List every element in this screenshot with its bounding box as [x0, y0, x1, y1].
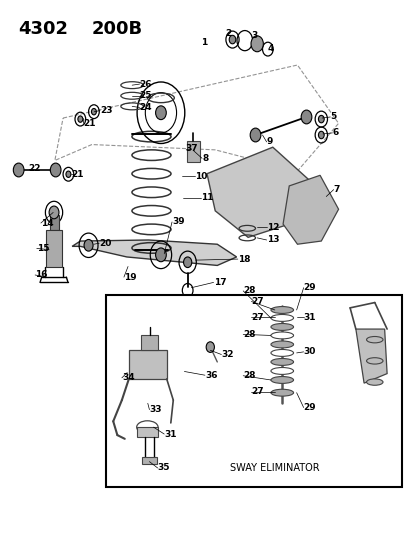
Text: 12: 12 [266, 223, 278, 232]
Text: 28: 28 [242, 286, 255, 295]
Text: 3: 3 [251, 31, 257, 41]
Circle shape [78, 116, 83, 122]
Circle shape [206, 342, 214, 352]
Circle shape [155, 248, 166, 262]
Text: 30: 30 [303, 348, 315, 357]
Text: 7: 7 [333, 185, 339, 194]
Text: 15: 15 [37, 244, 49, 253]
Ellipse shape [270, 350, 293, 357]
Bar [50, 215, 58, 230]
Text: 21: 21 [71, 169, 83, 179]
Text: 18: 18 [237, 255, 250, 264]
Text: 22: 22 [28, 165, 41, 173]
Text: 29: 29 [303, 403, 316, 412]
Polygon shape [206, 147, 313, 237]
Text: 33: 33 [149, 405, 161, 414]
Text: 4302: 4302 [18, 20, 68, 38]
Text: 21: 21 [83, 119, 95, 128]
Text: 27: 27 [251, 297, 263, 306]
Circle shape [318, 115, 323, 123]
Text: 26: 26 [139, 79, 152, 88]
Text: 39: 39 [172, 217, 184, 227]
Polygon shape [72, 240, 236, 265]
Text: 28: 28 [242, 371, 255, 380]
Circle shape [183, 257, 191, 268]
Bar [141, 335, 158, 350]
Text: 4: 4 [267, 44, 273, 53]
Bar [106, 295, 401, 487]
Bar [142, 457, 157, 464]
Circle shape [91, 109, 96, 115]
Text: 17: 17 [213, 278, 225, 287]
Circle shape [50, 163, 61, 177]
Circle shape [155, 106, 166, 119]
Text: 27: 27 [251, 313, 263, 322]
Text: 35: 35 [157, 464, 170, 472]
Ellipse shape [270, 359, 293, 366]
Circle shape [66, 171, 71, 177]
Text: 5: 5 [330, 112, 336, 122]
Text: 34: 34 [121, 373, 134, 382]
Circle shape [84, 239, 93, 251]
Bar [137, 427, 157, 437]
Text: 14: 14 [41, 219, 53, 228]
Ellipse shape [270, 332, 293, 339]
Circle shape [318, 131, 323, 139]
Circle shape [249, 128, 260, 142]
Text: 29: 29 [303, 283, 316, 292]
Text: 32: 32 [221, 350, 233, 359]
Text: 2: 2 [225, 29, 231, 38]
Ellipse shape [270, 314, 293, 321]
Ellipse shape [366, 379, 382, 385]
Text: 27: 27 [251, 387, 263, 396]
Ellipse shape [366, 358, 382, 364]
Ellipse shape [270, 376, 293, 383]
Ellipse shape [270, 324, 293, 330]
Ellipse shape [270, 389, 293, 396]
Text: 36: 36 [204, 370, 217, 379]
Ellipse shape [270, 306, 293, 313]
Text: 9: 9 [266, 138, 272, 147]
Polygon shape [355, 329, 386, 383]
Ellipse shape [270, 368, 293, 374]
Text: 19: 19 [123, 272, 136, 281]
Bar [187, 141, 199, 161]
Text: 10: 10 [194, 172, 206, 181]
Circle shape [250, 36, 263, 52]
Text: 11: 11 [200, 193, 213, 202]
Text: 28: 28 [242, 330, 255, 339]
Bar [46, 230, 62, 266]
Text: 24: 24 [139, 103, 152, 112]
Text: 23: 23 [100, 106, 112, 115]
Text: 31: 31 [303, 313, 316, 322]
Text: SWAY ELIMINATOR: SWAY ELIMINATOR [230, 463, 319, 473]
Text: 37: 37 [185, 144, 198, 154]
Text: 25: 25 [139, 91, 152, 100]
Text: 16: 16 [35, 270, 47, 279]
Text: 8: 8 [202, 154, 208, 163]
Text: 20: 20 [99, 239, 112, 248]
Ellipse shape [270, 341, 293, 348]
Polygon shape [282, 175, 338, 244]
Text: 200B: 200B [92, 20, 142, 38]
Text: 31: 31 [164, 430, 176, 439]
Circle shape [13, 163, 24, 177]
Circle shape [49, 206, 59, 219]
Bar [128, 350, 166, 379]
Text: 1: 1 [200, 38, 206, 47]
Circle shape [229, 35, 235, 44]
Ellipse shape [366, 336, 382, 343]
Circle shape [300, 110, 311, 124]
Text: 6: 6 [332, 128, 338, 138]
Text: 13: 13 [266, 236, 278, 245]
